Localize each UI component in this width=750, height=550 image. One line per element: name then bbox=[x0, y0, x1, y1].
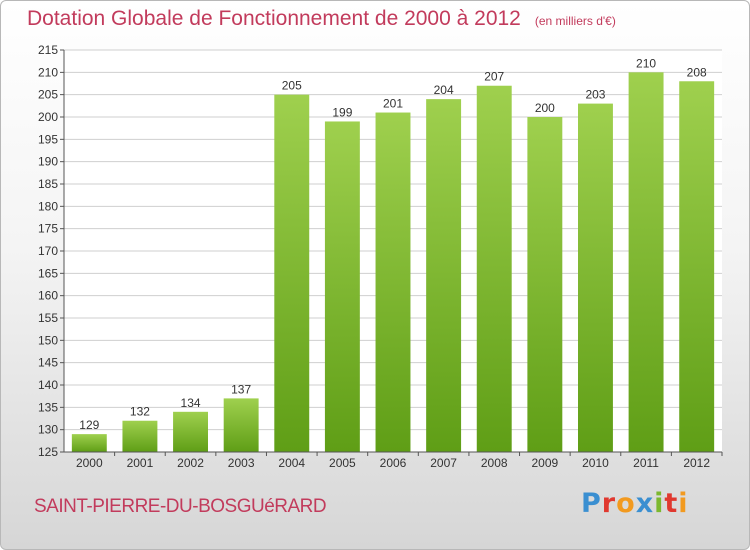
logo-letter: t bbox=[664, 488, 679, 519]
y-tick-label: 140 bbox=[38, 378, 58, 392]
logo-letter: x bbox=[635, 488, 655, 519]
y-tick-label: 165 bbox=[38, 266, 58, 280]
proxiti-logo[interactable]: Proxiti bbox=[581, 488, 689, 519]
x-tick-label: 2006 bbox=[380, 456, 407, 470]
y-tick-label: 130 bbox=[38, 423, 58, 437]
bar bbox=[426, 99, 462, 452]
bar-value-label: 207 bbox=[484, 70, 504, 84]
bar-value-label: 132 bbox=[130, 405, 150, 419]
bar bbox=[122, 420, 158, 452]
x-tick-label: 2004 bbox=[278, 456, 305, 470]
bar bbox=[577, 103, 613, 452]
logo-letter: i bbox=[678, 488, 689, 519]
y-tick-label: 180 bbox=[38, 199, 58, 213]
bars: 129 132 134 137 205 199 201 204 207 200 203 210 208 bbox=[71, 56, 715, 453]
bar-value-label: 203 bbox=[585, 88, 605, 102]
bar-value-label: 134 bbox=[181, 396, 201, 410]
y-tick-label: 205 bbox=[38, 88, 58, 102]
bar-value-label: 200 bbox=[535, 101, 555, 115]
logo-letter: i bbox=[654, 488, 665, 519]
logo-letter: P bbox=[581, 488, 602, 519]
y-tick-label: 210 bbox=[38, 65, 58, 79]
y-tick-label: 190 bbox=[38, 155, 58, 169]
bar bbox=[274, 94, 310, 453]
logo-letter: o bbox=[616, 488, 636, 519]
bar bbox=[223, 398, 259, 452]
axes: 125 130 135 140 145 150 155 160 165 170 175 180 185 1… bbox=[38, 43, 723, 470]
bar-value-label: 204 bbox=[434, 83, 454, 97]
logo-letter: r bbox=[601, 488, 617, 519]
y-tick-label: 160 bbox=[38, 289, 58, 303]
bar bbox=[173, 411, 209, 452]
commune-name: SAINT-PIERRE-DU-BOSGUéRARD bbox=[34, 496, 327, 517]
bar bbox=[71, 434, 107, 452]
x-tick-label: 2003 bbox=[228, 456, 255, 470]
x-tick-label: 2005 bbox=[329, 456, 356, 470]
x-tick-label: 2009 bbox=[531, 456, 558, 470]
y-tick-label: 215 bbox=[38, 43, 58, 57]
y-tick-label: 150 bbox=[38, 333, 58, 347]
chart-title: Dotation Globale de Fonctionnement de 20… bbox=[27, 7, 616, 31]
x-tick-label: 2001 bbox=[127, 456, 154, 470]
y-tick-label: 170 bbox=[38, 244, 58, 258]
y-tick-label: 135 bbox=[38, 400, 58, 414]
bar-value-label: 199 bbox=[332, 105, 352, 119]
x-tick-label: 2008 bbox=[481, 456, 508, 470]
y-tick-label: 175 bbox=[38, 222, 58, 236]
bar bbox=[375, 112, 411, 453]
bar-value-label: 137 bbox=[231, 382, 251, 396]
bar bbox=[679, 81, 715, 453]
bar bbox=[476, 85, 512, 452]
y-tick-label: 125 bbox=[38, 445, 58, 459]
bar-value-label: 129 bbox=[79, 418, 99, 432]
bar-value-label: 205 bbox=[282, 79, 302, 93]
bar bbox=[324, 121, 360, 452]
x-tick-label: 2007 bbox=[430, 456, 457, 470]
x-tick-label: 2000 bbox=[76, 456, 103, 470]
y-tick-label: 185 bbox=[38, 177, 58, 191]
y-tick-label: 155 bbox=[38, 311, 58, 325]
x-tick-label: 2002 bbox=[177, 456, 204, 470]
y-tick-label: 195 bbox=[38, 132, 58, 146]
x-tick-label: 2011 bbox=[633, 456, 659, 470]
bar-value-label: 201 bbox=[383, 97, 403, 111]
x-tick-label: 2010 bbox=[582, 456, 609, 470]
y-tick-label: 200 bbox=[38, 110, 58, 124]
chart-title-unit: (en milliers d'€) bbox=[534, 14, 616, 28]
y-tick-label: 145 bbox=[38, 356, 58, 370]
bar bbox=[527, 117, 563, 452]
chart-title-text: Dotation Globale de Fonctionnement de 20… bbox=[27, 7, 521, 30]
x-tick-label: 2012 bbox=[683, 456, 710, 470]
bar-value-label: 210 bbox=[636, 56, 656, 70]
bar bbox=[628, 72, 664, 452]
bar-value-label: 208 bbox=[687, 65, 707, 79]
